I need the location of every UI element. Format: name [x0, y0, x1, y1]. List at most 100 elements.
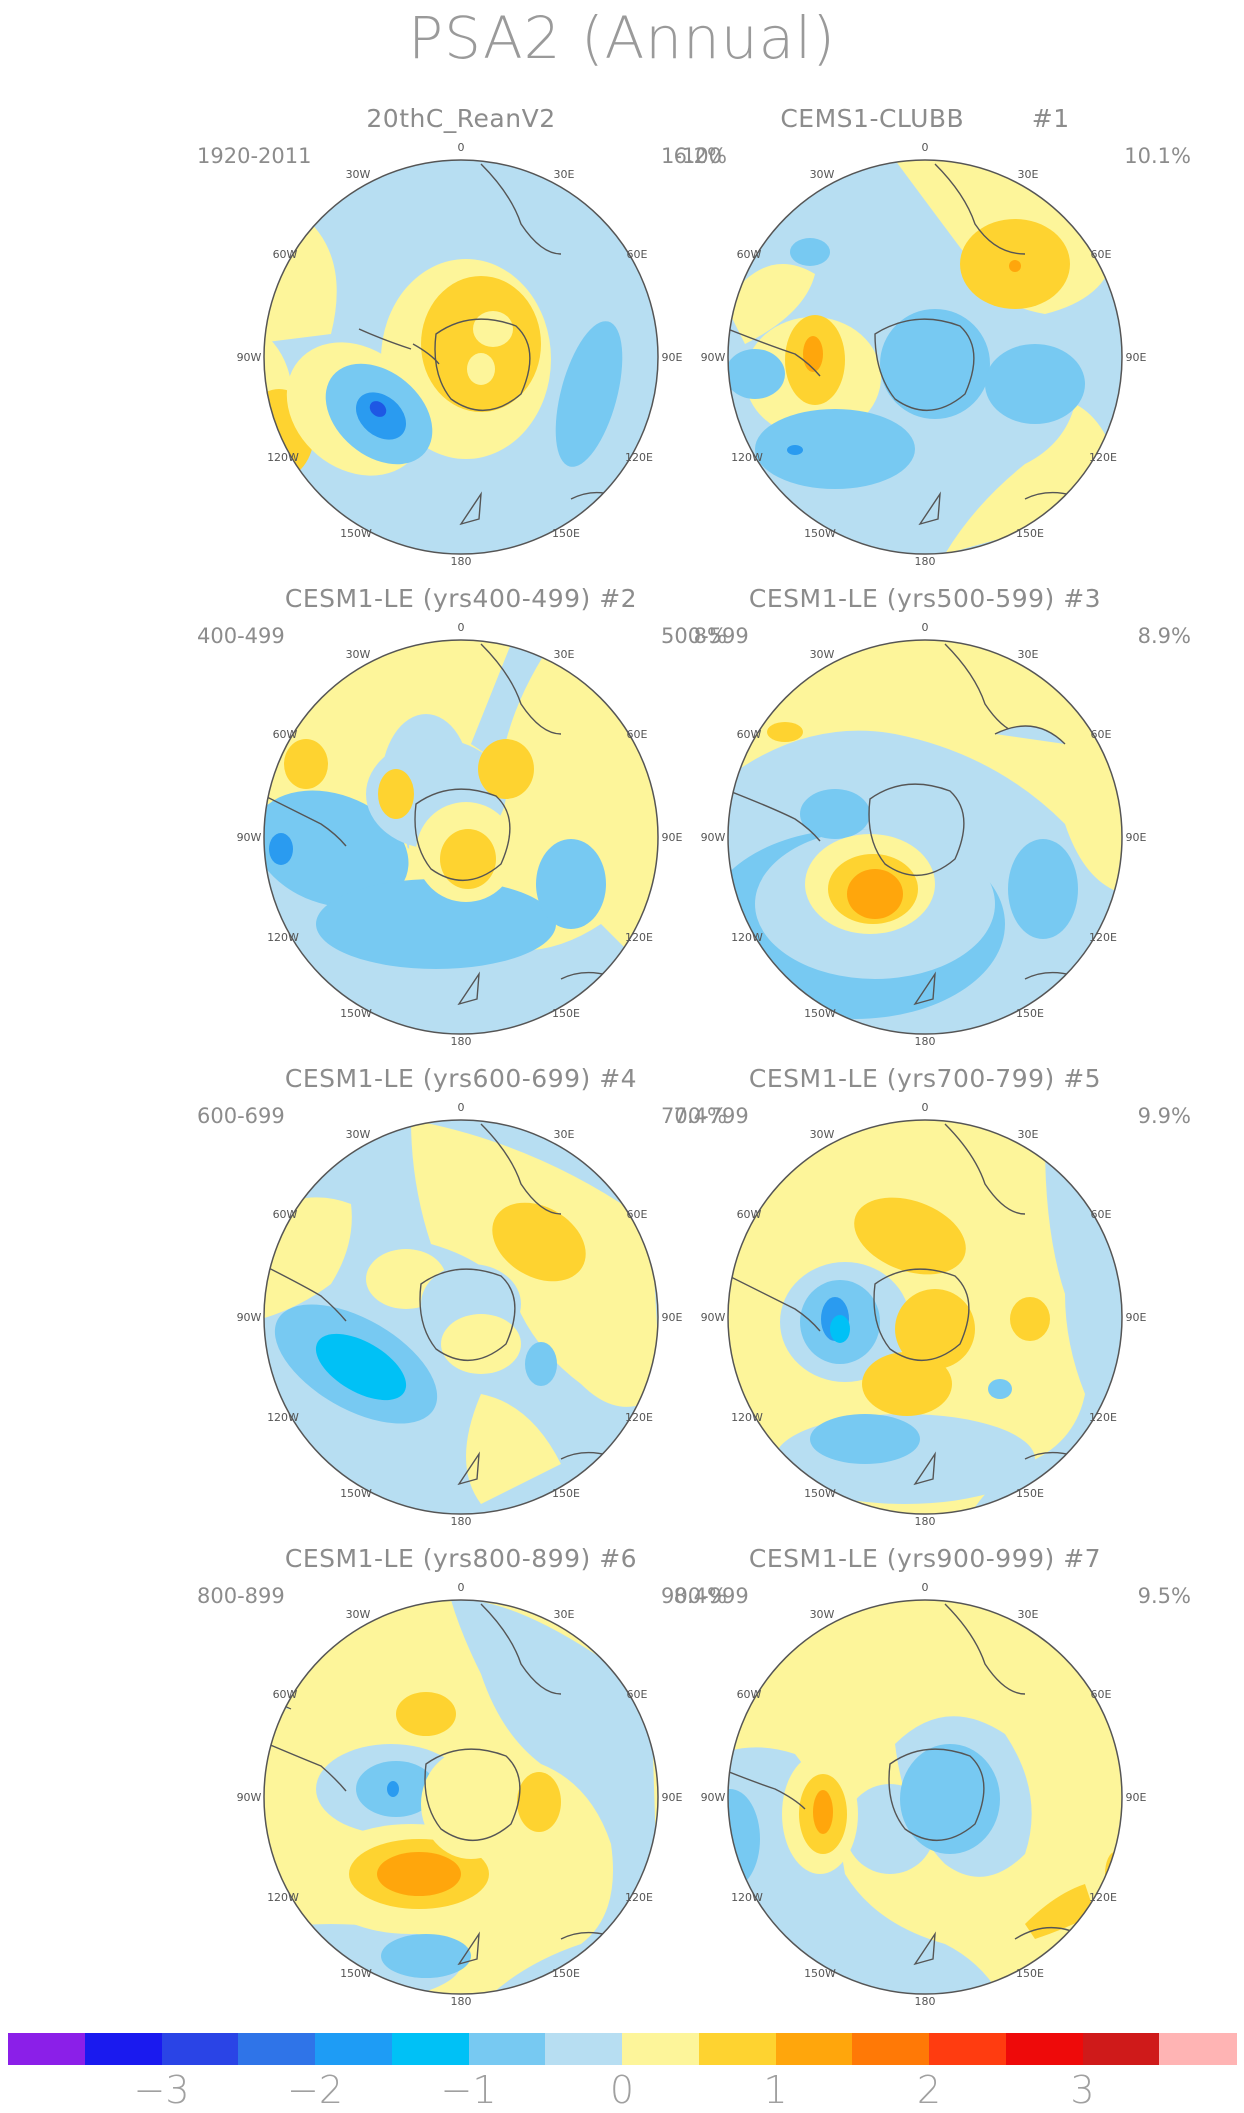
svg-text:120E: 120E	[625, 1411, 653, 1424]
svg-text:60E: 60E	[627, 248, 648, 261]
panel-percent: 8.9%	[1137, 624, 1191, 648]
colorbar-segment	[929, 2033, 1007, 2065]
colorbar-segment	[8, 2033, 86, 2065]
svg-text:90W: 90W	[237, 1791, 262, 1804]
svg-text:90W: 90W	[701, 351, 726, 364]
colorbar-segment	[391, 2033, 469, 2065]
map-panel-4: CESM1-LE (yrs500-599) #3 500-599 8.9% 0 …	[645, 584, 1205, 1054]
svg-text:30E: 30E	[1018, 1128, 1039, 1141]
polar-map: 0 30E 60E 90E 120E 150E 180 150W 120W 90…	[237, 621, 683, 1048]
colorbar-tick-label: 0	[609, 2068, 635, 2112]
svg-text:30W: 30W	[810, 1608, 835, 1621]
svg-text:60W: 60W	[273, 1688, 298, 1701]
map-panel-7: CESM1-LE (yrs800-899) #6 800-899 8.4%	[181, 1544, 741, 2014]
colorbar-segment	[161, 2033, 239, 2065]
svg-text:0: 0	[458, 1581, 465, 1594]
colorbar-tick-label: 1	[763, 2068, 788, 2112]
panel-percent: 8%	[693, 624, 727, 648]
svg-text:150W: 150W	[340, 527, 372, 540]
colorbar-segment	[1159, 2033, 1237, 2065]
colorbar	[8, 2033, 1237, 2065]
panel-years: 400-499	[197, 624, 285, 648]
svg-text:120W: 120W	[267, 451, 299, 464]
colorbar-tick-label: 2	[916, 2068, 942, 2112]
svg-text:0: 0	[922, 1101, 929, 1114]
svg-text:30W: 30W	[346, 168, 371, 181]
colorbar-segment	[622, 2033, 700, 2065]
panel-years: 600-699	[197, 1104, 285, 1128]
svg-text:150E: 150E	[1016, 1967, 1044, 1980]
svg-text:120E: 120E	[1089, 1411, 1117, 1424]
longitude-labels: 0 30E 60E 90E 120E 150E 180 150W 120W 90…	[701, 141, 1147, 568]
panel-years: 900-999	[661, 1584, 749, 1608]
svg-text:120W: 120W	[267, 931, 299, 944]
svg-text:30W: 30W	[810, 168, 835, 181]
svg-text:150W: 150W	[804, 1007, 836, 1020]
svg-text:30E: 30E	[1018, 648, 1039, 661]
svg-text:150W: 150W	[340, 1967, 372, 1980]
svg-text:120W: 120W	[731, 1411, 763, 1424]
svg-text:30E: 30E	[554, 1128, 575, 1141]
longitude-labels: 0 30E 60E 90E 120E 150E 180 150W 120W 90…	[237, 1581, 683, 2008]
svg-text:120W: 120W	[267, 1411, 299, 1424]
svg-text:0: 0	[922, 621, 929, 634]
svg-text:180: 180	[915, 1035, 936, 1048]
colorbar-tick-label: −2	[286, 2068, 344, 2112]
svg-text:90W: 90W	[237, 351, 262, 364]
panel-years: 1-100	[661, 144, 723, 168]
svg-text:90W: 90W	[237, 1311, 262, 1324]
panel-percent: 8.4%	[673, 1584, 727, 1608]
svg-text:150E: 150E	[552, 527, 580, 540]
panel-title: CESM1-LE (yrs900-999) #7	[748, 1544, 1102, 1573]
svg-text:150W: 150W	[804, 1487, 836, 1500]
svg-text:60W: 60W	[737, 248, 762, 261]
svg-text:90E: 90E	[662, 351, 683, 364]
svg-text:150E: 150E	[1016, 1007, 1044, 1020]
svg-text:120W: 120W	[731, 931, 763, 944]
svg-text:150E: 150E	[1016, 1487, 1044, 1500]
longitude-labels: 0 30E 60E 90E 120E 150E 180 150W 120W 90…	[701, 621, 1147, 1048]
svg-text:180: 180	[451, 1515, 472, 1528]
svg-text:30W: 30W	[810, 648, 835, 661]
svg-text:180: 180	[915, 555, 936, 568]
svg-text:90E: 90E	[662, 1791, 683, 1804]
longitude-labels: 0 30E 60E 90E 120E 150E 180 150W 120W 90…	[237, 141, 683, 568]
svg-text:30E: 30E	[554, 1608, 575, 1621]
colorbar-segment	[238, 2033, 316, 2065]
svg-text:0: 0	[922, 141, 929, 154]
svg-text:90E: 90E	[1126, 1311, 1147, 1324]
polar-map: 0 30E 60E 90E 120E 150E 180 150W 120W 90…	[701, 1101, 1147, 1528]
svg-text:90W: 90W	[701, 1791, 726, 1804]
svg-text:150E: 150E	[552, 1487, 580, 1500]
colorbar-tick-label: −1	[440, 2068, 497, 2112]
svg-text:60E: 60E	[1091, 728, 1112, 741]
svg-text:30W: 30W	[346, 648, 371, 661]
panel-title: CESM1-LE (yrs400-499) #2	[284, 584, 638, 613]
svg-text:60W: 60W	[273, 248, 298, 261]
svg-text:180: 180	[451, 1995, 472, 2008]
panel-percent: 6.2%	[673, 144, 727, 168]
map-panel-3: CESM1-LE (yrs400-499) #2 400-499 8%	[181, 584, 741, 1054]
svg-text:150E: 150E	[552, 1007, 580, 1020]
longitude-labels: 0 30E 60E 90E 120E 150E 180 150W 120W 90…	[701, 1581, 1147, 2008]
svg-text:30E: 30E	[554, 168, 575, 181]
svg-text:120E: 120E	[1089, 931, 1117, 944]
svg-text:90E: 90E	[662, 1311, 683, 1324]
polar-map: 0 30E 60E 90E 120E 150E 180 150W 120W 90…	[237, 1101, 683, 1528]
panel-years: 1920-2011	[197, 144, 312, 168]
svg-text:60E: 60E	[1091, 1208, 1112, 1221]
svg-text:150W: 150W	[804, 1967, 836, 1980]
page-title: PSA2 (Annual)	[408, 4, 836, 72]
svg-text:90W: 90W	[701, 831, 726, 844]
colorbar-segment	[545, 2033, 623, 2065]
polar-map: 0 30E 60E 90E 120E 150E 180 150W 120W 90…	[237, 141, 683, 568]
svg-text:30E: 30E	[554, 648, 575, 661]
svg-text:60E: 60E	[1091, 248, 1112, 261]
panel-years: 700-799	[661, 1104, 749, 1128]
svg-text:120E: 120E	[625, 451, 653, 464]
colorbar-segment	[698, 2033, 776, 2065]
svg-text:150W: 150W	[340, 1487, 372, 1500]
svg-text:60E: 60E	[627, 1208, 648, 1221]
svg-text:60W: 60W	[273, 1208, 298, 1221]
colorbar-segment	[1005, 2033, 1083, 2065]
